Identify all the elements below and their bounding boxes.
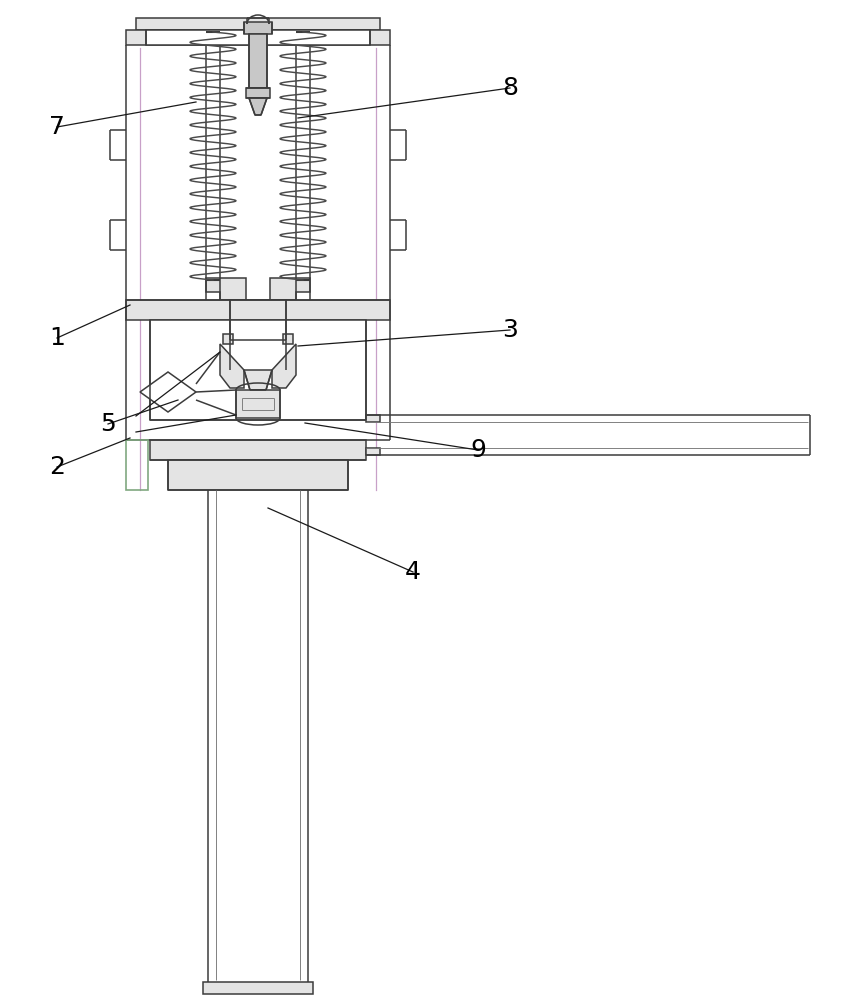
Polygon shape [150,320,366,420]
Polygon shape [140,372,196,412]
Polygon shape [136,18,380,30]
Text: 5: 5 [100,412,115,436]
Text: 9: 9 [470,438,486,462]
Polygon shape [206,278,246,300]
Polygon shape [272,344,296,388]
Text: 8: 8 [502,76,518,100]
Polygon shape [230,300,286,340]
Polygon shape [270,278,310,300]
Polygon shape [220,344,244,388]
Polygon shape [366,448,380,455]
Polygon shape [249,98,267,115]
Polygon shape [366,415,380,422]
Polygon shape [236,390,280,418]
Polygon shape [203,982,313,994]
Polygon shape [168,460,348,490]
Polygon shape [146,30,370,45]
Text: 1: 1 [49,326,65,350]
Polygon shape [249,34,267,88]
Polygon shape [150,440,366,460]
Polygon shape [223,334,233,344]
Polygon shape [244,370,272,390]
Polygon shape [246,88,270,98]
Bar [126,440,148,490]
Polygon shape [126,30,390,45]
Polygon shape [283,334,293,344]
Polygon shape [126,300,390,320]
Text: 4: 4 [405,560,421,584]
Polygon shape [244,22,272,34]
Text: 7: 7 [49,115,65,139]
Text: 3: 3 [502,318,518,342]
Text: 2: 2 [49,455,65,479]
